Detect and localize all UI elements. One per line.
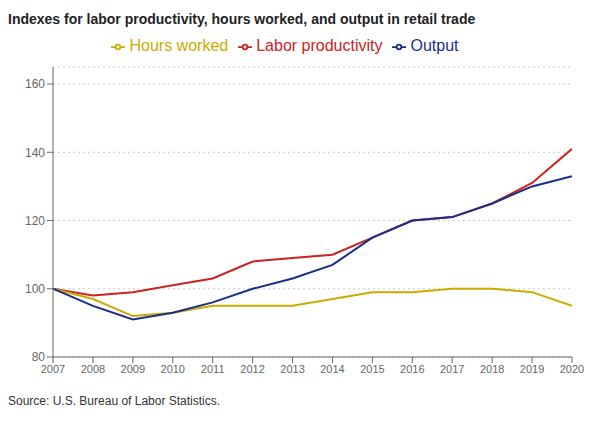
html-text:Indexes for labor productivity: Indexes for labor productivity, hours wo… xyxy=(8,11,476,27)
svg-text:2009: 2009 xyxy=(121,363,145,375)
html-text:Output: Output xyxy=(410,37,459,54)
svg-text:2007: 2007 xyxy=(41,363,65,375)
svg-text:100: 100 xyxy=(25,282,45,296)
svg-text:2011: 2011 xyxy=(201,363,225,375)
svg-text:2015: 2015 xyxy=(360,363,384,375)
svg-text:2017: 2017 xyxy=(440,363,464,375)
html-text:Source: U.S. Bureau of Labor S: Source: U.S. Bureau of Labor Statistics. xyxy=(8,394,221,408)
svg-text:160: 160 xyxy=(25,77,45,91)
html-text:Hours worked: Hours worked xyxy=(129,37,229,54)
svg-text:2013: 2013 xyxy=(280,363,304,375)
svg-text:140: 140 xyxy=(25,146,45,160)
svg-text:2016: 2016 xyxy=(400,363,424,375)
svg-text:2012: 2012 xyxy=(240,363,264,375)
svg-text:2018: 2018 xyxy=(480,363,504,375)
svg-text:2010: 2010 xyxy=(161,363,185,375)
html-text:Labor productivity: Labor productivity xyxy=(256,37,383,54)
svg-text:2019: 2019 xyxy=(520,363,544,375)
svg-text:2020: 2020 xyxy=(560,363,584,375)
svg-text:120: 120 xyxy=(25,214,45,228)
svg-text:2014: 2014 xyxy=(320,363,344,375)
svg-text:2008: 2008 xyxy=(81,363,105,375)
svg-text:80: 80 xyxy=(32,350,46,364)
